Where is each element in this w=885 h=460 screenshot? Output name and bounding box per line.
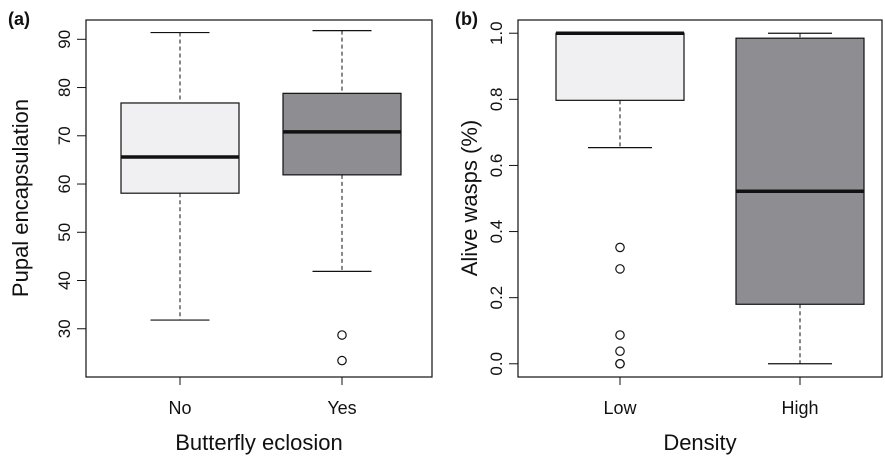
x-tick-label: No	[168, 398, 191, 418]
iqr-box	[735, 37, 865, 305]
x-axis-title: Butterfly eclosion	[175, 430, 343, 455]
y-tick-label: 40	[55, 271, 74, 290]
y-tick-label: 60	[55, 175, 74, 194]
box-no	[120, 31, 240, 321]
x-tick-label: Low	[603, 398, 637, 418]
x-tick-label: High	[781, 398, 818, 418]
outlier-point	[615, 242, 625, 253]
iqr-box	[555, 32, 685, 101]
outlier-point	[615, 358, 625, 369]
iqr-box	[282, 92, 402, 176]
y-tick-label: 0.4	[487, 220, 506, 244]
outlier-point	[337, 330, 347, 340]
box-high	[735, 32, 865, 365]
outlier-point	[615, 346, 625, 357]
outlier-point	[615, 330, 625, 340]
y-tick-label: 0.6	[487, 154, 506, 178]
plot-frame	[517, 19, 883, 378]
plot-frame	[85, 19, 433, 378]
iqr-box	[120, 102, 240, 194]
y-tick-label: 0.0	[487, 352, 506, 376]
y-axis-title: Pupal encapsulation	[8, 99, 33, 297]
y-tick-label: 0.8	[487, 88, 506, 112]
panel-b: (b) 0.0 0.2 0.4 0.6 0.8 1.0 Alive wasps (%) Low H…	[455, 9, 883, 455]
outlier-point	[337, 355, 347, 366]
y-axis-title: Alive wasps (%)	[457, 120, 482, 276]
y-tick-label: 90	[55, 30, 74, 49]
y-tick-label: 50	[55, 223, 74, 242]
y-tick-label: 30	[55, 319, 74, 338]
x-axis-title: Density	[663, 430, 736, 455]
outlier-point	[615, 264, 625, 274]
box-yes	[282, 30, 402, 366]
y-tick-label: 70	[55, 126, 74, 145]
box-low	[555, 31, 685, 369]
x-tick-label: Yes	[327, 398, 356, 418]
y-tick-label: 0.2	[487, 286, 506, 310]
y-tick-label: 80	[55, 78, 74, 97]
panel-label: (a)	[8, 9, 30, 29]
panel-label: (b)	[455, 9, 478, 29]
panel-a: (a) 30 40 50 60 70 80 90 Pupal encapsulation No Ye…	[8, 9, 433, 455]
y-tick-label: 1.0	[487, 21, 506, 45]
